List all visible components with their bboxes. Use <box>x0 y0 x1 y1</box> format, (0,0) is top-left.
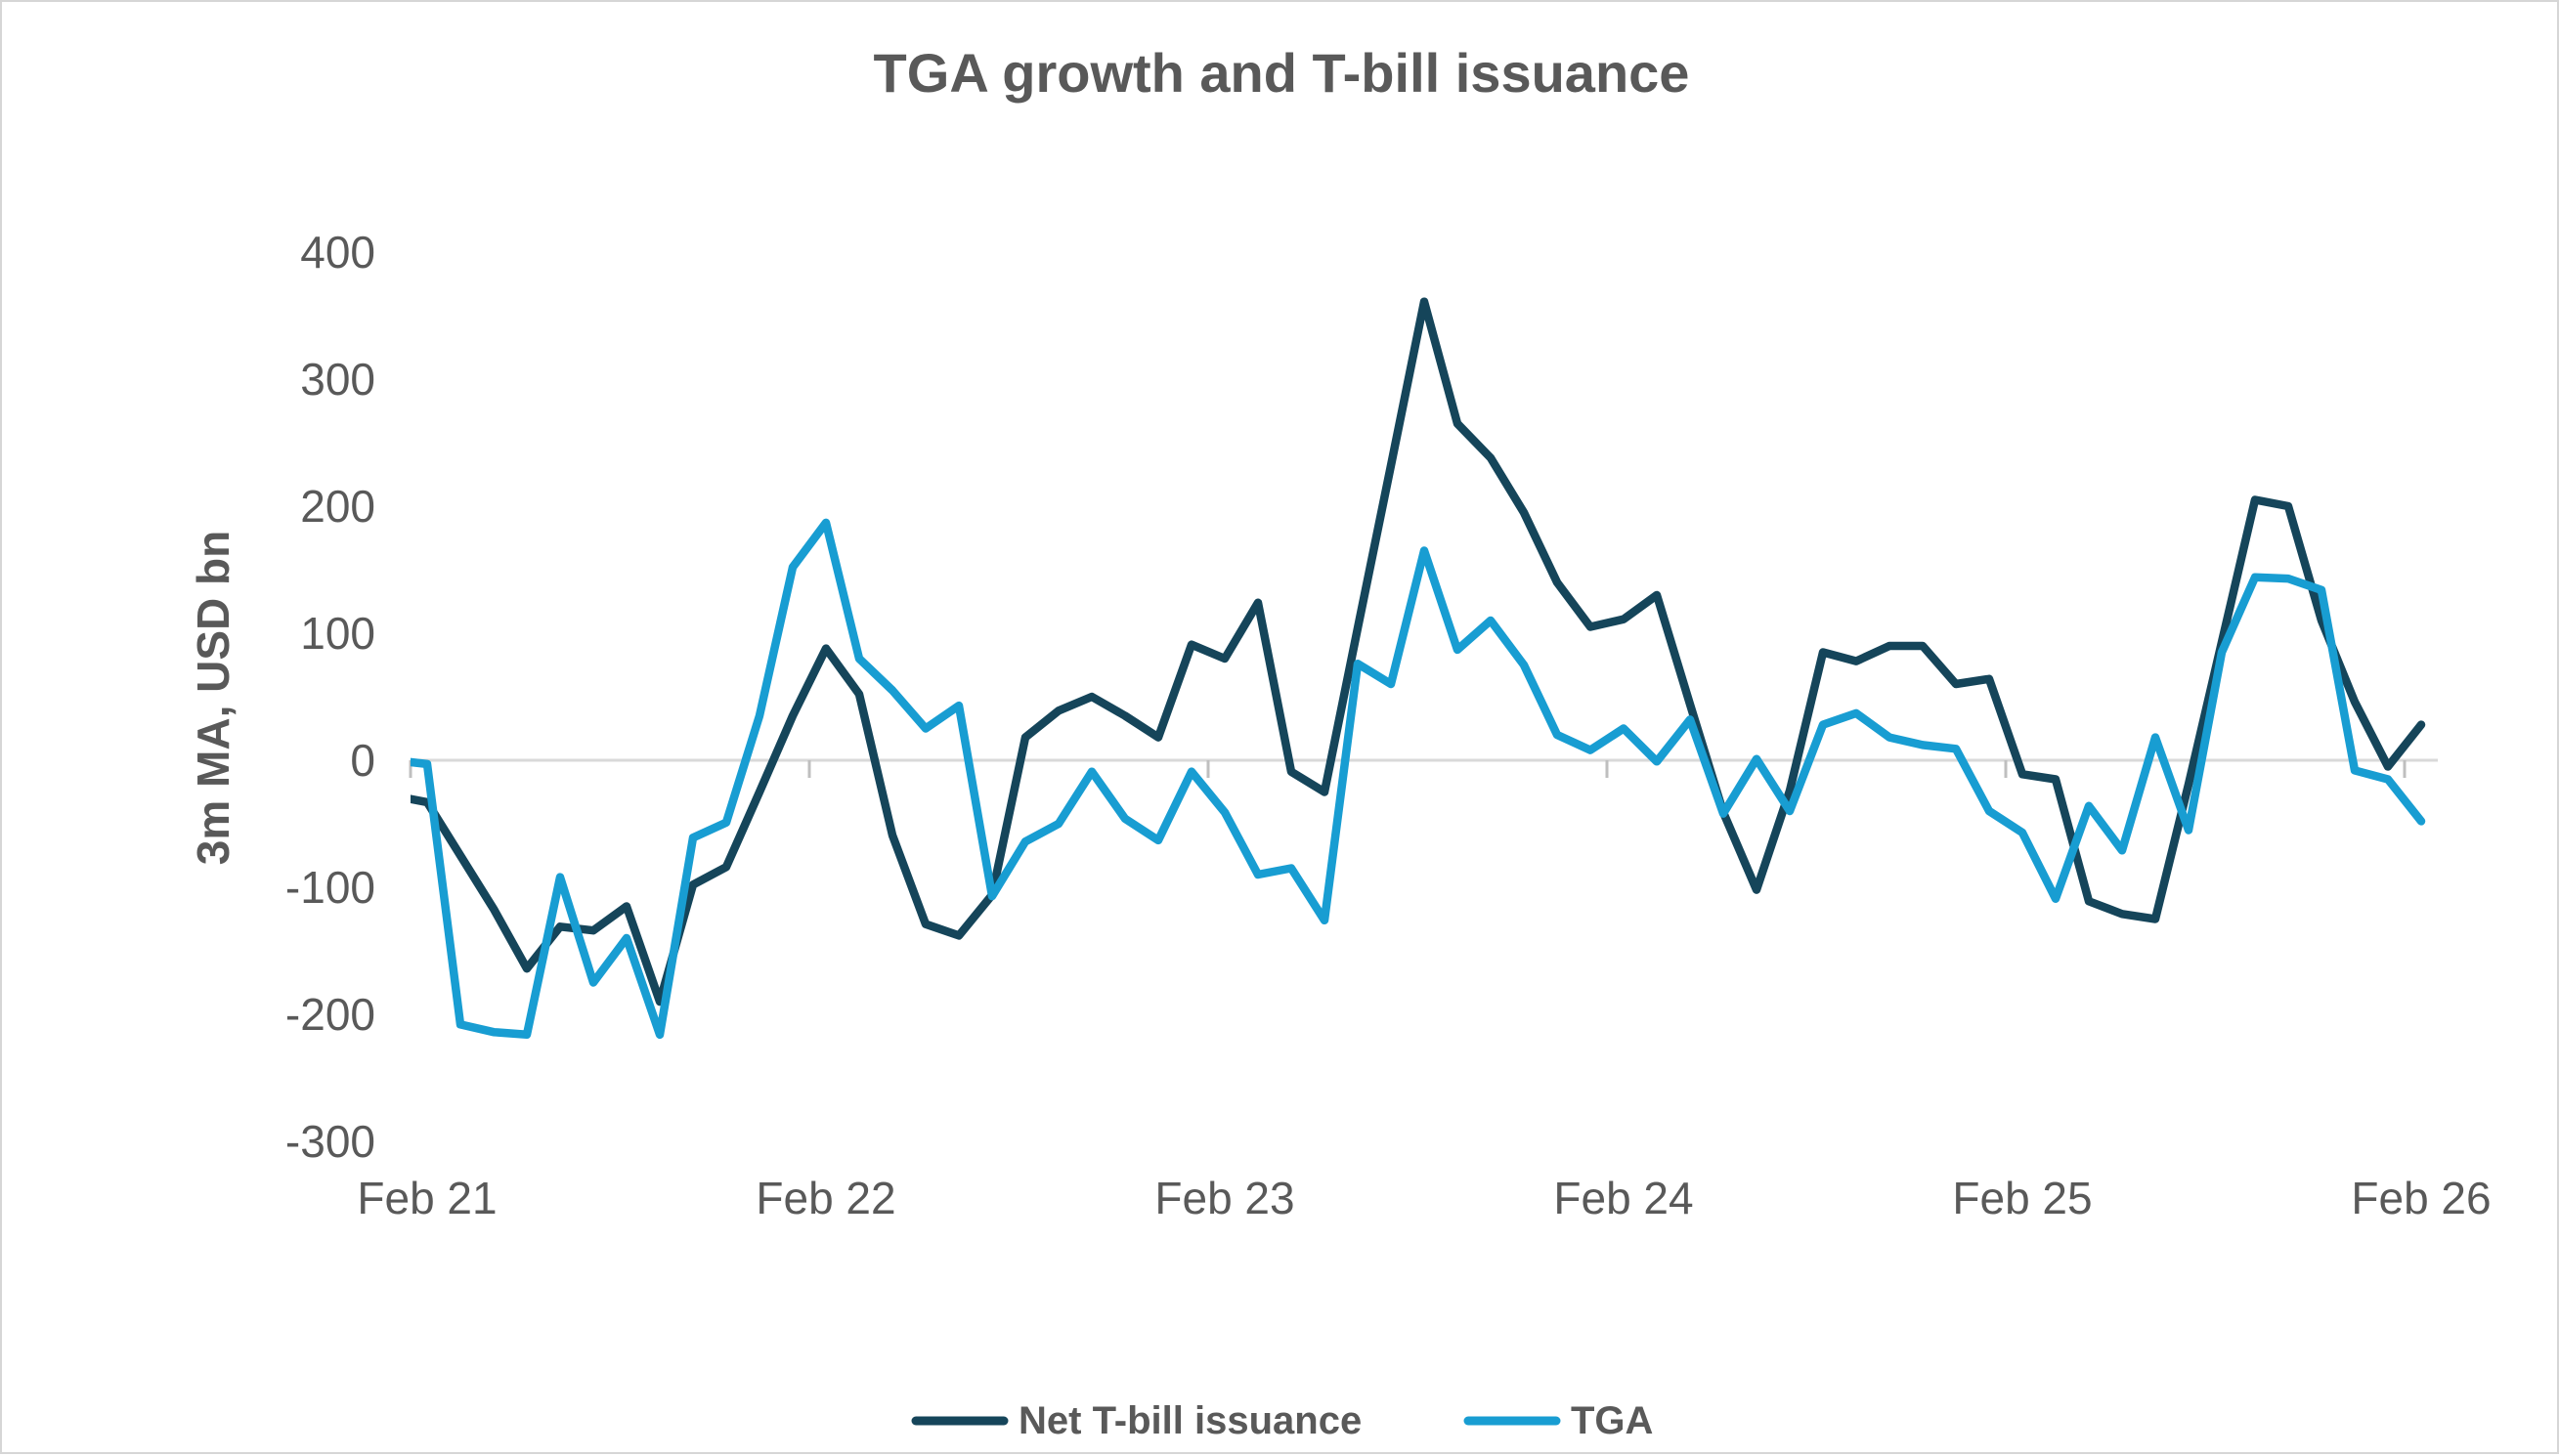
y-tick-label: 400 <box>300 227 375 278</box>
legend-label-tga: TGA <box>1571 1399 1653 1442</box>
legend-label-net-tbill: Net T-bill issuance <box>1019 1399 1362 1442</box>
x-tick-label: Feb 23 <box>1154 1173 1294 1223</box>
x-tick-label: Feb 25 <box>1952 1173 2092 1223</box>
y-tick-label: 200 <box>300 481 375 532</box>
x-tick-label: Feb 24 <box>1553 1173 1693 1223</box>
y-tick-label: -100 <box>285 862 375 913</box>
y-tick-label: 100 <box>300 608 375 659</box>
y-tick-label: -200 <box>285 989 375 1040</box>
legend: Net T-bill issuance TGA <box>911 1399 1653 1442</box>
tga-line <box>411 518 2426 1040</box>
y-axis-labels: 400 300 200 100 0 -100 -200 -300 <box>285 227 375 1167</box>
chart-title: TGA growth and T-bill issuance <box>874 42 1690 104</box>
plot-area <box>411 297 2426 1040</box>
x-tick-label: Feb 21 <box>357 1173 497 1223</box>
net-tbill-line <box>411 297 2426 1006</box>
y-tick-label: -300 <box>285 1116 375 1167</box>
y-axis-title: 3m MA, USD bn <box>188 531 239 865</box>
x-axis-ticks <box>409 760 2407 778</box>
y-tick-label: 300 <box>300 354 375 405</box>
x-tick-label: Feb 26 <box>2351 1173 2491 1223</box>
x-axis-labels: Feb 21 Feb 22 Feb 23 Feb 24 Feb 25 Feb 2… <box>357 1173 2491 1223</box>
y-tick-label: 0 <box>350 735 375 786</box>
x-tick-label: Feb 22 <box>756 1173 895 1223</box>
